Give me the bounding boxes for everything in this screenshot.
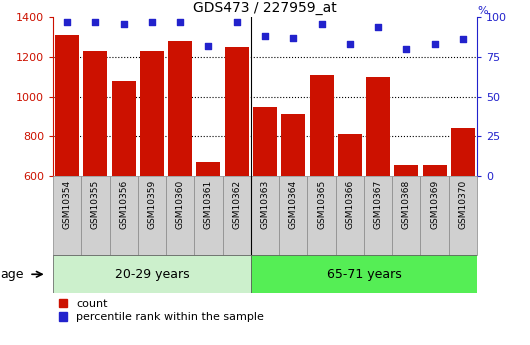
FancyBboxPatch shape — [449, 176, 477, 255]
Bar — [422, 165, 447, 176]
Bar — [112, 81, 136, 176]
Bar — [83, 51, 108, 176]
Text: GSM10367: GSM10367 — [374, 180, 383, 229]
FancyBboxPatch shape — [195, 176, 223, 255]
FancyBboxPatch shape — [53, 255, 251, 293]
Text: GSM10361: GSM10361 — [204, 180, 213, 229]
FancyBboxPatch shape — [251, 255, 477, 293]
Point — [261, 33, 269, 39]
FancyBboxPatch shape — [81, 176, 110, 255]
Bar — [225, 47, 249, 176]
FancyBboxPatch shape — [364, 176, 392, 255]
Text: 65-71 years: 65-71 years — [326, 268, 401, 281]
Text: 20-29 years: 20-29 years — [114, 268, 189, 281]
Point — [63, 19, 72, 25]
Bar — [338, 134, 362, 176]
Bar — [168, 41, 192, 176]
Text: %: % — [477, 6, 488, 16]
Point — [402, 46, 411, 52]
Text: GSM10370: GSM10370 — [458, 180, 467, 229]
Point — [458, 37, 467, 42]
FancyBboxPatch shape — [420, 176, 449, 255]
Text: GSM10354: GSM10354 — [63, 180, 72, 229]
FancyBboxPatch shape — [110, 176, 138, 255]
FancyBboxPatch shape — [53, 176, 81, 255]
Point — [346, 41, 354, 47]
Bar — [253, 107, 277, 176]
Text: GSM10369: GSM10369 — [430, 180, 439, 229]
FancyBboxPatch shape — [335, 176, 364, 255]
Text: GSM10362: GSM10362 — [232, 180, 241, 229]
Text: GSM10366: GSM10366 — [346, 180, 354, 229]
Text: GSM10355: GSM10355 — [91, 180, 100, 229]
Point — [204, 43, 213, 49]
Bar — [197, 162, 220, 176]
FancyBboxPatch shape — [392, 176, 420, 255]
Point — [289, 35, 297, 41]
Text: GSM10365: GSM10365 — [317, 180, 326, 229]
Point — [317, 21, 326, 26]
Point — [176, 19, 184, 25]
FancyBboxPatch shape — [166, 176, 195, 255]
Legend: count, percentile rank within the sample: count, percentile rank within the sample — [58, 299, 264, 322]
Text: GSM10360: GSM10360 — [176, 180, 184, 229]
Point — [430, 41, 439, 47]
Bar — [451, 128, 475, 176]
Text: GSM10359: GSM10359 — [147, 180, 156, 229]
Bar — [281, 115, 305, 176]
Bar — [366, 77, 390, 176]
FancyBboxPatch shape — [223, 176, 251, 255]
Title: GDS473 / 227959_at: GDS473 / 227959_at — [193, 1, 337, 15]
Text: GSM10356: GSM10356 — [119, 180, 128, 229]
Point — [233, 19, 241, 25]
Point — [119, 21, 128, 26]
Bar — [140, 51, 164, 176]
Point — [148, 19, 156, 25]
FancyBboxPatch shape — [307, 176, 335, 255]
FancyBboxPatch shape — [138, 176, 166, 255]
Bar — [310, 75, 333, 176]
Bar — [394, 165, 418, 176]
Bar — [55, 35, 79, 176]
Text: age: age — [1, 268, 24, 281]
Text: GSM10363: GSM10363 — [261, 180, 269, 229]
FancyBboxPatch shape — [251, 176, 279, 255]
Point — [91, 19, 100, 25]
Text: GSM10368: GSM10368 — [402, 180, 411, 229]
Point — [374, 24, 382, 30]
FancyBboxPatch shape — [279, 176, 307, 255]
Text: GSM10364: GSM10364 — [289, 180, 298, 229]
